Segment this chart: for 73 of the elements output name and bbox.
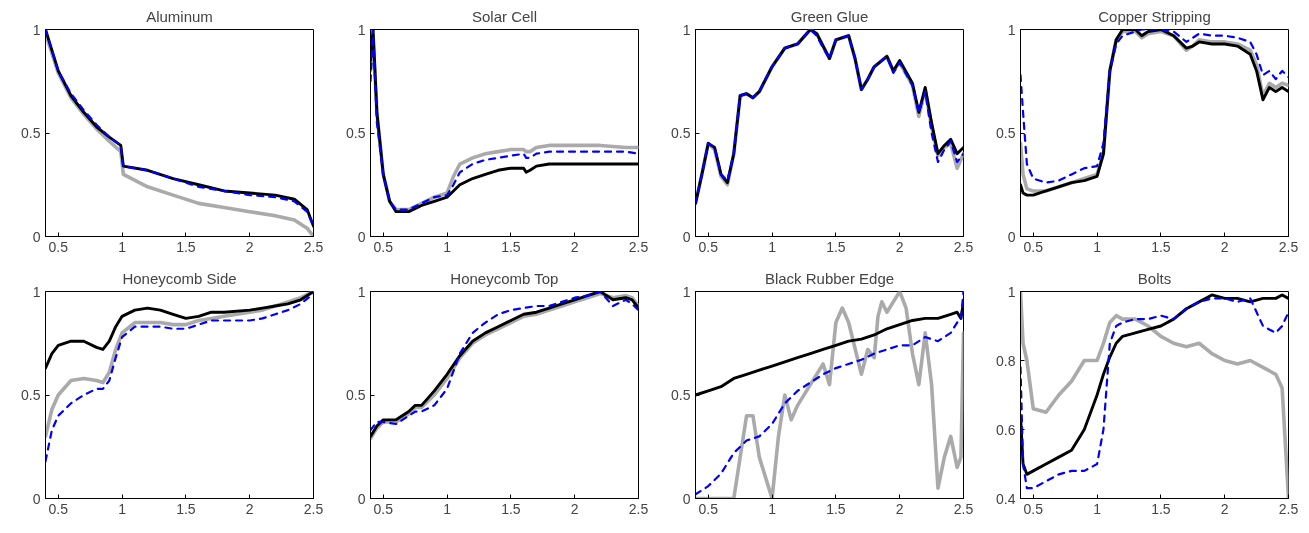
y-tick-label: 0.5: [996, 125, 1016, 141]
y-tick-label: 1: [357, 21, 366, 38]
x-tick-label: 1.5: [501, 500, 521, 517]
x-tick-label: 1.5: [826, 500, 846, 517]
y-tick-label: 1: [1007, 21, 1016, 38]
y-tick-label: 1: [682, 21, 691, 38]
y-tick-label: 1: [32, 21, 41, 38]
x-tick-label: 1.5: [176, 500, 196, 517]
y-tick-label: 0.5: [21, 387, 41, 403]
x-tick-label: 2: [570, 500, 579, 517]
x-tick-label: 1.5: [1151, 500, 1171, 517]
x-tick-label: 1: [443, 238, 452, 255]
y-tick-label: 0: [1007, 228, 1016, 245]
x-tick-label: 2: [245, 500, 254, 517]
y-tick-label: 0.5: [671, 387, 691, 403]
x-tick-label: 2.5: [628, 500, 649, 517]
x-tick-label: 2.5: [1278, 500, 1299, 517]
x-tick-label: 0.5: [698, 238, 719, 255]
x-tick-label: 1: [768, 238, 777, 255]
chart-title: Green Glue: [790, 7, 869, 25]
y-tick-label: 0: [682, 228, 691, 245]
x-tick-label: 2: [895, 238, 904, 255]
chart-title: Copper Stripping: [1098, 7, 1211, 25]
chart-title: Solar Cell: [471, 7, 538, 25]
x-tick-label: 2: [1220, 500, 1229, 517]
x-tick-label: 0.5: [48, 238, 69, 255]
y-tick-label: 0.5: [671, 125, 691, 141]
x-tick-label: 2.5: [953, 238, 974, 255]
x-tick-label: 1.5: [176, 238, 196, 255]
chart-title: Black Rubber Edge: [764, 269, 895, 287]
x-tick-label: 1.5: [826, 238, 846, 255]
x-tick-label: 2: [570, 238, 579, 255]
x-tick-label: 1: [1093, 500, 1102, 517]
x-tick-label: 1.5: [501, 238, 521, 255]
y-tick-label: 0: [357, 228, 366, 245]
chart-title: Honeycomb Top: [450, 269, 559, 287]
x-tick-label: 1: [118, 238, 127, 255]
y-tick-label: 1: [357, 283, 366, 300]
x-tick-label: 2.5: [953, 500, 974, 517]
y-tick-label: 0.6: [996, 421, 1016, 438]
y-tick-label: 0: [682, 490, 691, 507]
x-tick-label: 2.5: [1278, 238, 1299, 255]
y-tick-label: 0.4: [996, 490, 1016, 507]
y-tick-label: 0.5: [346, 387, 366, 403]
y-tick-label: 0: [32, 228, 41, 245]
x-tick-label: 0.5: [373, 238, 394, 255]
x-tick-label: 0.5: [698, 500, 719, 517]
x-tick-label: 2.5: [628, 238, 649, 255]
x-tick-label: 1: [443, 500, 452, 517]
y-tick-label: 0.5: [346, 125, 366, 141]
y-tick-label: 1: [1007, 283, 1016, 300]
x-tick-label: 1: [118, 500, 127, 517]
x-tick-label: 2: [1220, 238, 1229, 255]
x-tick-label: 0.5: [1023, 238, 1044, 255]
x-tick-label: 2: [245, 238, 254, 255]
x-tick-label: 0.5: [373, 500, 394, 517]
y-tick-label: 0.5: [21, 125, 41, 141]
chart-title: Honeycomb Side: [122, 269, 237, 287]
x-tick-label: 1: [1093, 238, 1102, 255]
chart-title: Bolts: [1137, 269, 1172, 287]
y-tick-label: 0: [32, 490, 41, 507]
x-tick-label: 1.5: [1151, 238, 1171, 255]
x-tick-label: 0.5: [1023, 500, 1044, 517]
y-tick-label: 0: [357, 490, 366, 507]
x-tick-label: 2: [895, 500, 904, 517]
chart-title: Aluminum: [146, 7, 213, 25]
x-tick-label: 1: [768, 500, 777, 517]
x-tick-label: 0.5: [48, 500, 69, 517]
x-tick-label: 2.5: [303, 238, 324, 255]
y-tick-label: 0.8: [996, 352, 1016, 369]
y-tick-label: 1: [682, 283, 691, 300]
x-tick-label: 2.5: [303, 500, 324, 517]
y-tick-label: 1: [32, 283, 41, 300]
